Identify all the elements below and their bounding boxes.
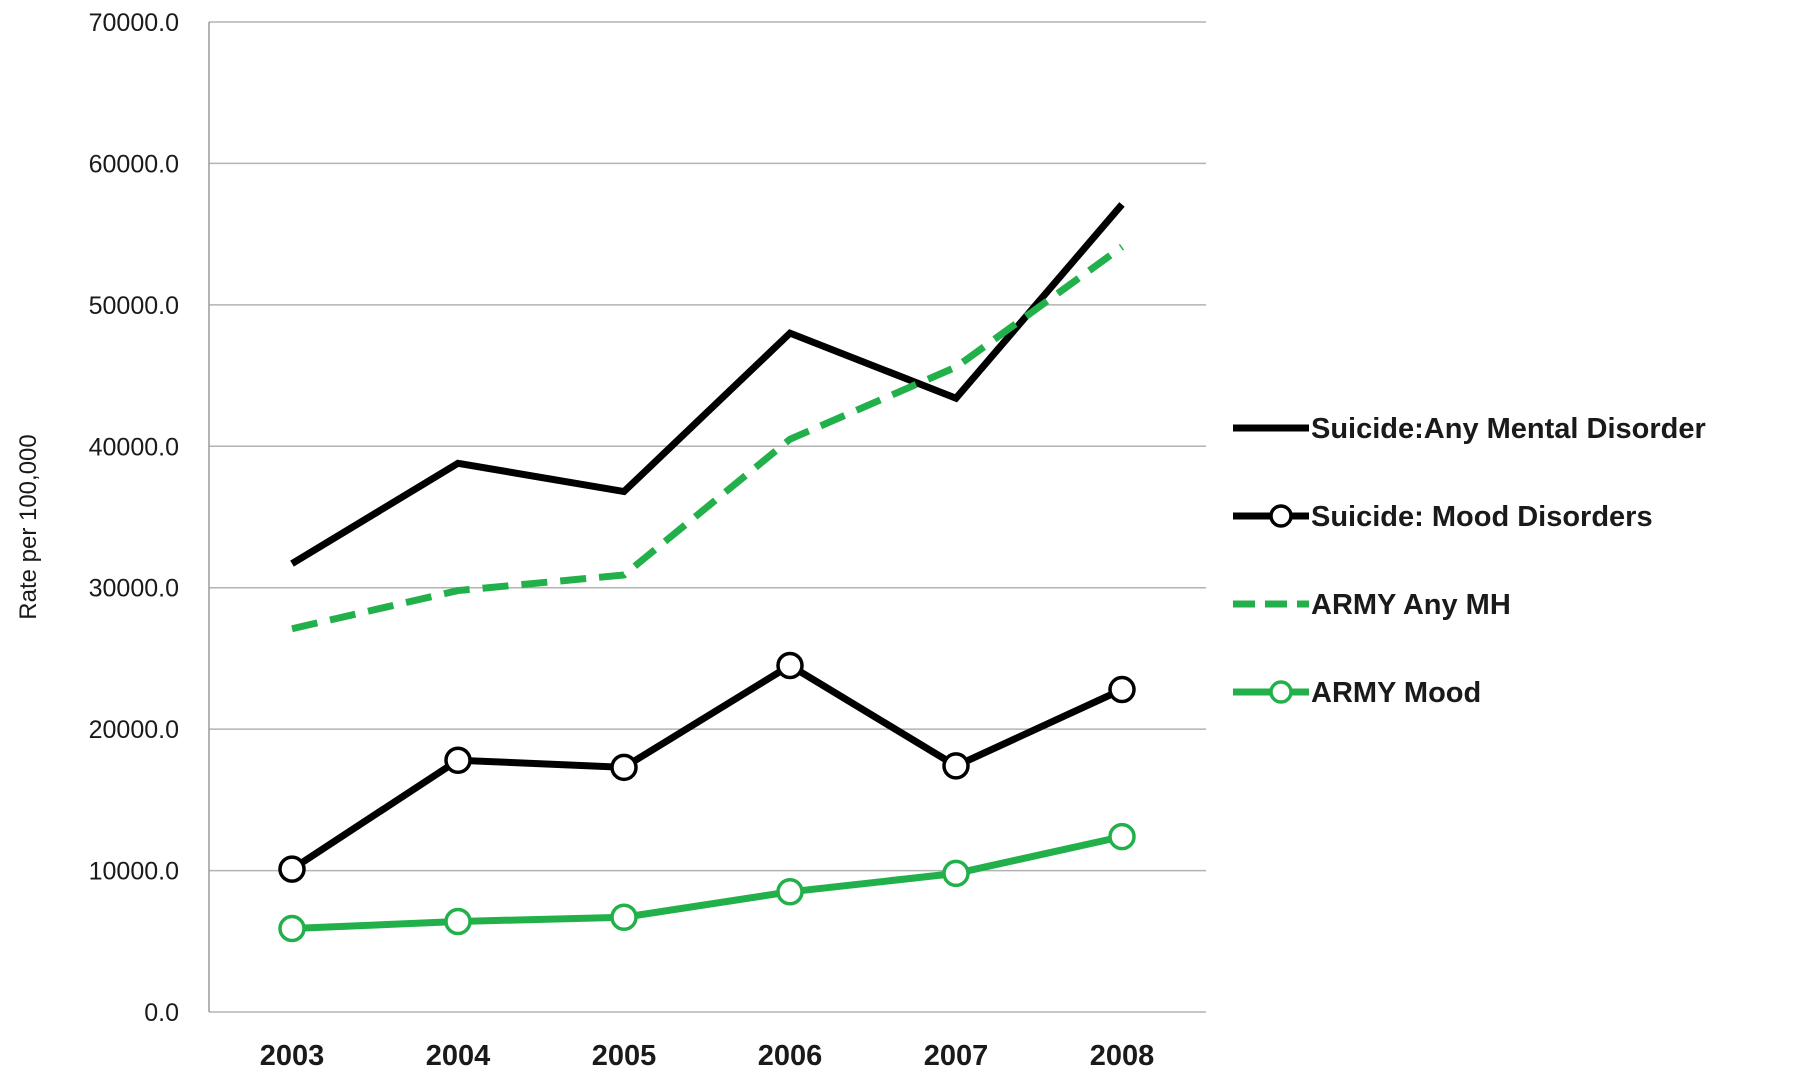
data-point: [610, 903, 638, 931]
x-axis-ticks: 2003 2004 2005 2006 2007 2008: [260, 1040, 1155, 1072]
y-axis-label: Rate per 100,000: [15, 434, 42, 619]
data-point: [278, 855, 306, 883]
y-tick-label: 20000.0: [89, 716, 179, 744]
data-point: [444, 746, 472, 775]
legend-item: ARMY Mood: [1233, 677, 1481, 709]
x-tick-label: 2006: [758, 1040, 823, 1072]
y-tick-label: 60000.0: [89, 150, 179, 178]
series-1: [290, 202, 1125, 567]
series-line: [290, 661, 1124, 873]
series-line: [290, 202, 1125, 567]
legend-item: Suicide: Mood Disorders: [1233, 501, 1653, 533]
x-tick-label: 2004: [426, 1040, 491, 1072]
series-2: [278, 651, 1136, 883]
data-point: [610, 753, 638, 782]
data-point: [1108, 675, 1136, 704]
series-group: [278, 202, 1136, 943]
legend-label: ARMY Any MH: [1311, 589, 1511, 621]
data-point: [1108, 822, 1136, 851]
data-point: [942, 752, 970, 780]
y-tick-label: 50000.0: [89, 292, 179, 320]
data-point: [444, 907, 472, 936]
legend-label: Suicide: Mood Disorders: [1311, 501, 1653, 533]
gridlines: [209, 21, 1206, 1013]
data-point: [776, 651, 804, 680]
y-tick-label: 0.0: [144, 999, 179, 1027]
legend-item: Suicide:Any Mental Disorder: [1233, 413, 1706, 445]
x-tick-label: 2003: [260, 1040, 325, 1072]
y-tick-label: 30000.0: [89, 575, 179, 603]
series-line: [291, 244, 1125, 633]
legend-item: ARMY Any MH: [1233, 589, 1511, 621]
data-point: [776, 878, 804, 906]
series-4: [278, 822, 1136, 943]
y-tick-label: 70000.0: [89, 9, 179, 37]
series-3: [291, 244, 1125, 633]
series-line: [291, 833, 1123, 933]
legend-marker: [1269, 504, 1293, 528]
y-tick-label: 40000.0: [89, 433, 179, 461]
y-tick-label: 10000.0: [89, 858, 179, 886]
data-point: [942, 859, 970, 888]
x-tick-label: 2005: [592, 1040, 657, 1072]
legend-label: ARMY Mood: [1311, 677, 1481, 709]
legend: Suicide:Any Mental Disorder Suicide: Mood…: [1233, 413, 1706, 709]
legend-label: Suicide:Any Mental Disorder: [1311, 413, 1706, 445]
x-tick-label: 2008: [1090, 1040, 1155, 1072]
x-tick-label: 2007: [924, 1040, 989, 1072]
y-axis-ticks: 0.0 10000.0 20000.0 30000.0 40000.0 50000.0 60…: [89, 9, 179, 1027]
legend-marker: [1269, 680, 1293, 704]
data-point: [278, 914, 306, 943]
